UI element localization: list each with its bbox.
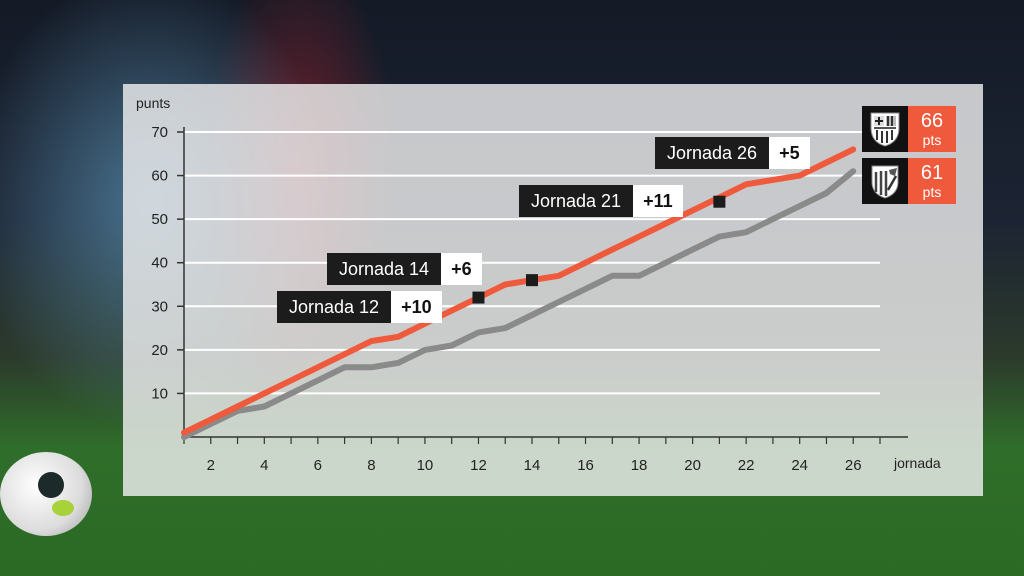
chart-panel xyxy=(123,84,983,496)
series-line-atl-tico xyxy=(181,168,857,440)
barcelona-crest-icon xyxy=(862,106,908,152)
x-tick-label: 2 xyxy=(207,457,215,474)
points-badge: 61 pts xyxy=(908,158,956,204)
y-tick-label: 60 xyxy=(151,168,168,185)
callout-difference: +6 xyxy=(441,253,482,285)
callout-marker xyxy=(713,195,726,208)
team-label-atletico: 61 pts xyxy=(862,158,956,204)
callout-difference: +11 xyxy=(633,185,683,217)
atletico-crest-icon xyxy=(862,158,908,204)
y-tick-label: 50 xyxy=(151,211,168,228)
y-axis-label: punts xyxy=(136,95,170,111)
callout-jornada-14: Jornada 14 +6 xyxy=(327,253,482,285)
y-tick-label: 10 xyxy=(151,385,168,402)
y-tick-label: 40 xyxy=(151,255,168,272)
x-tick-label: 12 xyxy=(470,457,487,474)
series-line-barcelona xyxy=(181,146,857,436)
ball-patch xyxy=(52,500,74,516)
x-tick-label: 14 xyxy=(524,457,541,474)
x-tick-label: 20 xyxy=(684,457,701,474)
callout-label: Jornada 21 xyxy=(519,185,634,217)
points-badge: 66 pts xyxy=(908,106,956,152)
callout-jornada-12: Jornada 12 +10 xyxy=(277,291,442,323)
x-tick-label: 26 xyxy=(845,457,862,474)
callout-marker xyxy=(526,274,538,287)
ball-patch xyxy=(38,472,64,498)
callout-marker xyxy=(472,291,485,304)
x-tick-label: 18 xyxy=(631,457,648,474)
callout-difference: +5 xyxy=(769,137,810,169)
points-value: 66 xyxy=(920,110,944,132)
y-tick-label: 70 xyxy=(151,124,168,141)
x-tick-label: 8 xyxy=(367,457,375,474)
callout-jornada-26: Jornada 26 +5 xyxy=(655,137,810,169)
x-tick-label: 10 xyxy=(417,457,434,474)
x-tick-label: 24 xyxy=(791,457,808,474)
x-axis-label: jornada xyxy=(893,455,941,471)
y-tick-label: 20 xyxy=(151,342,168,359)
x-tick-label: 16 xyxy=(577,457,594,474)
x-tick-label: 6 xyxy=(314,457,322,474)
points-unit: pts xyxy=(922,132,942,148)
y-tick-label: 30 xyxy=(151,298,168,315)
football-image xyxy=(0,452,92,536)
callout-label: Jornada 12 xyxy=(277,291,392,323)
x-tick-label: 22 xyxy=(738,457,755,474)
points-value: 61 xyxy=(920,162,944,184)
x-tick-label: 4 xyxy=(260,457,268,474)
callout-jornada-21: Jornada 21 +11 xyxy=(519,185,683,217)
points-unit: pts xyxy=(922,184,942,200)
team-label-barcelona: 66 pts xyxy=(862,106,956,152)
callout-difference: +10 xyxy=(391,291,442,323)
callout-label: Jornada 26 xyxy=(655,137,770,169)
callout-label: Jornada 14 xyxy=(327,253,442,285)
